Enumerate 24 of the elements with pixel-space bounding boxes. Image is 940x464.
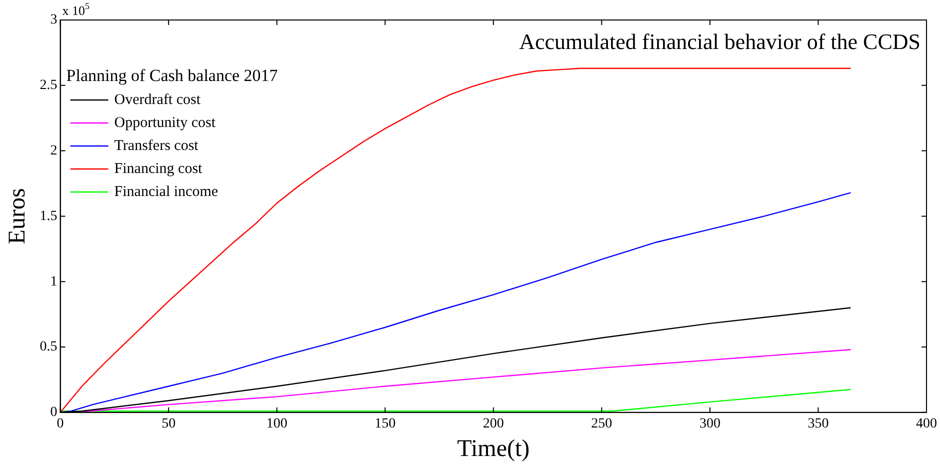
x-tick-label: 200 [482,416,504,432]
legend-label: Financial income [114,184,218,200]
legend-label: Opportunity cost [114,114,216,131]
legend-label: Transfers cost [114,138,200,154]
x-tick-label: 150 [374,416,396,432]
x-tick-label: 100 [266,416,288,432]
y-tick-label: 3 [50,12,58,28]
y-tick-label: 0.5 [40,340,58,355]
x-tick-label: 300 [699,416,720,432]
y-axis-title: Euros [4,188,31,244]
x-tick-label: 350 [808,416,829,432]
legend-label: Overdraft cost [114,92,202,108]
x-tick-label: 50 [162,416,176,432]
y-tick-label: 1.5 [40,208,58,224]
legend-label: Financing cost [114,160,204,177]
y-tick-label: 2 [50,143,58,158]
x-tick-label: 250 [591,416,612,432]
x-axis-title: Time(t) [457,436,530,462]
x-tick-label: 400 [916,416,937,432]
y-tick-label: 1 [50,274,58,290]
y-tick-label: 2.5 [40,78,58,94]
text: Planning of Cash balance 2017 [66,66,278,85]
y-tick-label: 0 [50,405,58,420]
chart-title: Accumulated financial behavior of the CCDS [519,28,920,54]
